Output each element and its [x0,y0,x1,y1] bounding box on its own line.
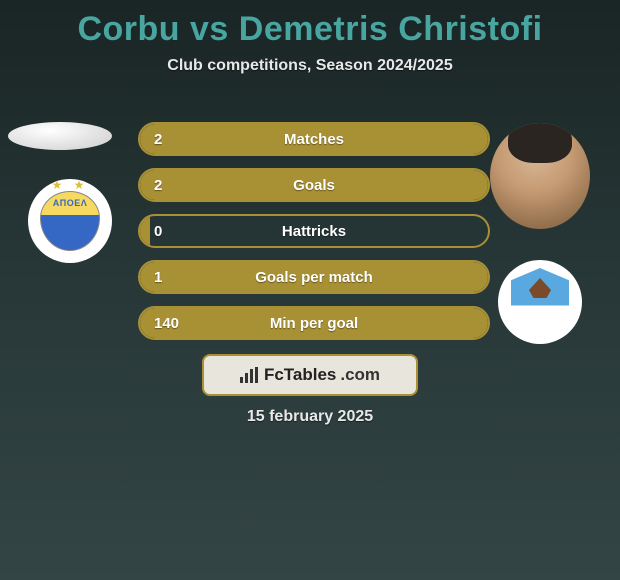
stat-label: Hattricks [140,223,488,240]
player-left-avatar [8,122,112,150]
player-left-club-badge: ΑΠΟΕΛ [28,179,112,263]
club-badge-text: ΑΠΟΕΛ [41,198,99,208]
stat-row: 2Goals [138,168,490,202]
player-right-club-badge [498,260,582,344]
page-title: Corbu vs Demetris Christofi [0,0,620,49]
stat-label: Min per goal [140,315,488,332]
stat-row: 0Hattricks [138,214,490,248]
brand-box[interactable]: FcTables.com [202,354,418,396]
season-subtitle: Club competitions, Season 2024/2025 [0,57,620,75]
stat-label: Matches [140,131,488,148]
stat-row: 1Goals per match [138,260,490,294]
stat-label: Goals [140,177,488,194]
stat-row: 2Matches [138,122,490,156]
comparison-date: 15 february 2025 [0,408,620,426]
stat-row: 140Min per goal [138,306,490,340]
stat-label: Goals per match [140,269,488,286]
stats-panel: 2Matches 2Goals 0Hattricks 1Goals per match… [138,122,490,352]
bar-chart-icon [240,367,258,383]
brand-name: FcTables [264,365,336,385]
club-shield-icon: ΑΠΟΕΛ [40,191,100,251]
player-right-avatar [490,123,590,229]
club-shield-icon [511,268,569,336]
brand-ext: .com [340,365,380,385]
